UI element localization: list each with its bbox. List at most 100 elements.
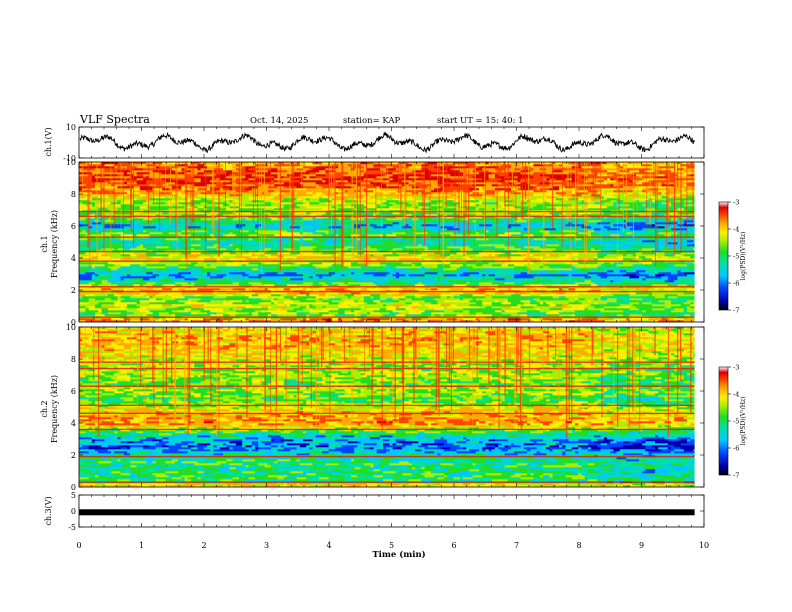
ch1-spectrogram-cell (363, 296, 371, 299)
ch1-spectrogram-cell (267, 314, 272, 317)
ch1-spectrogram-cell (357, 264, 361, 267)
ch1-spectrogram-cell (655, 240, 669, 243)
ch1-spectrogram-cell (373, 268, 377, 271)
ch1-spectrogram-cell (472, 244, 480, 247)
ch1-spectrogram-cell (683, 208, 695, 211)
ch1-spectrogram-cell (523, 308, 537, 311)
ch1-spectrogram-cell (171, 304, 182, 307)
ch1-spectrogram-cell (626, 216, 637, 219)
ch1-spectrogram-cell (539, 302, 544, 305)
ch1-spectrogram-cell (104, 282, 112, 285)
ch1-spectrogram-cell (475, 288, 480, 291)
ch1-spectrogram-cell (354, 294, 365, 297)
ch1-spectrogram-cell (533, 276, 537, 279)
ch1-spectrogram-cell (347, 276, 361, 279)
ch1-spectrogram-cell (245, 288, 249, 291)
ch1-spectrogram-cell (501, 204, 505, 207)
ch1-spectrogram-cell (399, 264, 413, 267)
ch1-spectrogram-cell (683, 220, 694, 223)
ch1-spectrogram-cell (312, 232, 326, 235)
ch1-spectrogram-cell (168, 252, 182, 255)
ch1-spectrogram-cell (402, 228, 409, 231)
ch1-spectrogram-cell (146, 220, 160, 223)
ch1-spectrogram-cell (162, 242, 173, 245)
ch1-spectrogram-cell (347, 274, 355, 277)
ch1-spectrogram-cell (424, 202, 432, 205)
ch1-spectrogram-cell (149, 304, 163, 307)
ch1-spectrogram-cell (143, 314, 147, 317)
ch1-spectrogram-cell (421, 312, 432, 315)
ch1-spectrogram-cell (187, 284, 195, 287)
ch1-spectrogram-cell (655, 222, 665, 225)
ch1-spectrogram-cell (213, 200, 221, 203)
ch1-spectrogram-cell (82, 280, 93, 283)
ch1-spectrogram-cell (642, 262, 653, 265)
ch1-spectrogram-cell (511, 302, 515, 305)
ch1-spectrogram-cell (594, 302, 598, 305)
ch1-spectrogram-cell (514, 230, 518, 233)
ch1-spectrogram-cell (408, 258, 413, 261)
ch1-spectrogram-cell (603, 242, 614, 245)
ch1-spectrogram-cell (575, 298, 579, 301)
ch1-spectrogram-cell (549, 288, 560, 291)
ch1-spectrogram-cell (667, 262, 678, 265)
ch1-spectrogram-cell (283, 276, 291, 279)
ch1-spectrogram-cell (405, 292, 419, 295)
ch1-spectrogram-cell (165, 272, 173, 275)
ch1-spectrogram-cell (328, 272, 336, 275)
ch1-spectrogram-cell (600, 276, 608, 279)
ch1-spectrogram-cell (373, 196, 384, 199)
ch1-spectrogram-cell (95, 266, 105, 269)
ch1-spectrogram-cell (427, 246, 441, 249)
ch1-spectrogram-cell (495, 216, 509, 219)
ch1-spectrogram-cell (127, 312, 134, 315)
ch1-spectrogram-cell (431, 258, 438, 261)
ch1-spectrogram-cell (104, 314, 118, 317)
ch1-spectrogram-cell (127, 306, 141, 309)
ch1-spectrogram-cell (210, 306, 221, 309)
ch1-spectrogram-cell (203, 224, 214, 227)
ch1-spectrogram-cell (120, 200, 125, 203)
ch1-spectrogram-cell (488, 308, 502, 311)
ch1-spectrogram-cell (373, 214, 377, 217)
ch1-spectrogram-cell (107, 266, 121, 269)
ch1-spectrogram-cell (133, 218, 144, 221)
ch1-spectrogram-cell (178, 274, 182, 277)
ch1-spectrogram-cell (245, 264, 259, 267)
ch1-spectrogram-cell (520, 294, 531, 297)
ch1-spectrogram-cell (360, 288, 368, 291)
ch1-spectrogram-cell (351, 240, 365, 243)
ch1-spectrogram-cell (475, 310, 480, 313)
ch1-spectrogram-cell (610, 258, 624, 261)
ch1-spectrogram-cell (440, 320, 454, 323)
ch1-spectrogram-cell (82, 252, 86, 255)
ch1-spectrogram-cell (168, 312, 182, 315)
ch1-spectrogram-cell (565, 232, 579, 235)
ch1-spectrogram-cell (607, 224, 614, 227)
ch1-spectrogram-cell (264, 202, 272, 205)
ch1-spectrogram-cell (319, 276, 323, 279)
ch1-spectrogram-cell (344, 312, 358, 315)
ch1-spectrogram-cell (504, 292, 515, 295)
ch1-spectrogram-cell (370, 278, 381, 281)
ch1-spectrogram-cell (683, 268, 691, 271)
ch1-spectrogram-cell (184, 318, 189, 321)
ch1-spectrogram-cell (424, 284, 435, 287)
ch1-spectrogram-cell (495, 310, 502, 313)
ch1-spectrogram-cell (533, 244, 537, 247)
ch1-spectrogram-cell (687, 264, 694, 267)
ch1-spectrogram-cell (168, 208, 179, 211)
ch1-spectrogram-cell (693, 294, 695, 297)
ch1-spectrogram-cell (159, 314, 173, 317)
ch1-spectrogram-cell (104, 220, 115, 223)
ch1-spectrogram-cell (315, 214, 323, 217)
ch1-spectrogram-cell (517, 312, 528, 315)
ch1-spectrogram-cell (338, 318, 342, 321)
ch1-spectrogram-cell (322, 222, 329, 225)
ch1-spectrogram-cell (498, 284, 512, 287)
ch1-spectrogram-cell (127, 292, 141, 295)
ch1-spectrogram-cell (447, 280, 461, 283)
ch1-spectrogram-cell (683, 310, 688, 313)
ch1-spectrogram-cell (181, 232, 195, 235)
ch1-spectrogram-cell (482, 246, 486, 249)
